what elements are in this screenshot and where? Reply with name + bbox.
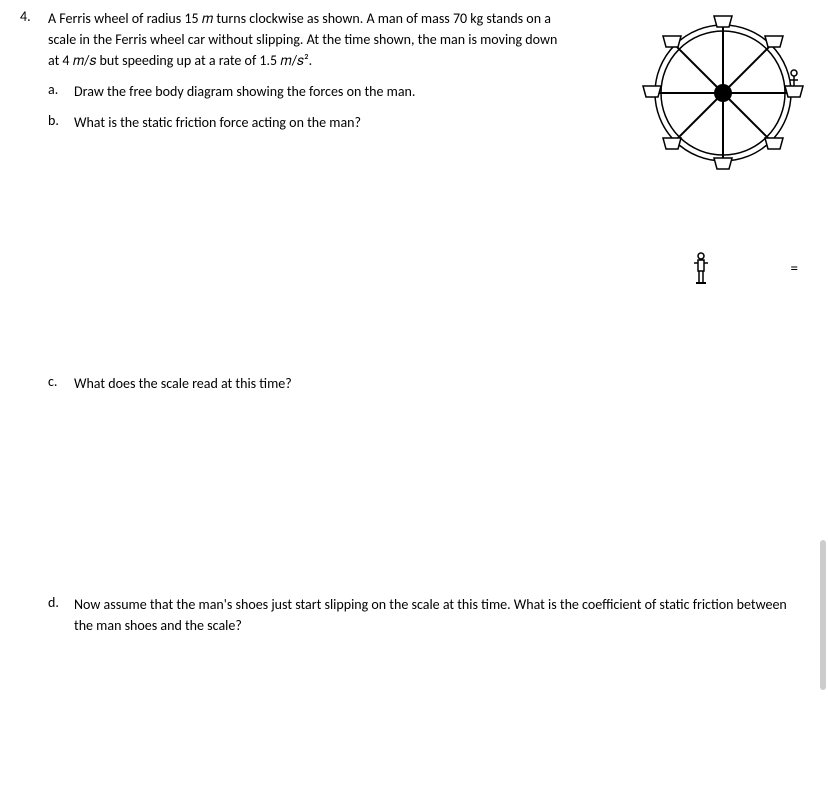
problem-container: 4. A Ferris wheel of radius 15 𝑚 turns c…: [20, 8, 808, 636]
part-c-label: c.: [48, 373, 74, 394]
problem-content: A Ferris wheel of radius 15 𝑚 turns cloc…: [48, 8, 808, 636]
part-b-text: What is the static friction force acting…: [74, 112, 361, 133]
ferris-wheel-svg: [638, 8, 808, 178]
part-a-label: a.: [48, 81, 74, 102]
ferris-wheel-diagram: [638, 8, 808, 182]
part-d-label: d.: [48, 594, 74, 636]
problem-number: 4.: [20, 8, 48, 25]
part-c-text: What does the scale read at this time?: [74, 373, 292, 394]
part-d: d. Now assume that the man's shoes just …: [48, 594, 808, 636]
problem-intro-text: A Ferris wheel of radius 15 𝑚 turns cloc…: [48, 8, 558, 71]
equals-sign: =: [791, 260, 798, 278]
part-b-label: b.: [48, 112, 74, 133]
part-c: c. What does the scale read at this time…: [48, 373, 808, 394]
part-a-text: Draw the free body diagram showing the f…: [74, 81, 415, 102]
scrollbar[interactable]: [820, 540, 826, 690]
person-icon: [691, 252, 711, 286]
part-d-text: Now assume that the man's shoes just sta…: [74, 594, 808, 636]
person-equals-row: =: [691, 252, 798, 286]
